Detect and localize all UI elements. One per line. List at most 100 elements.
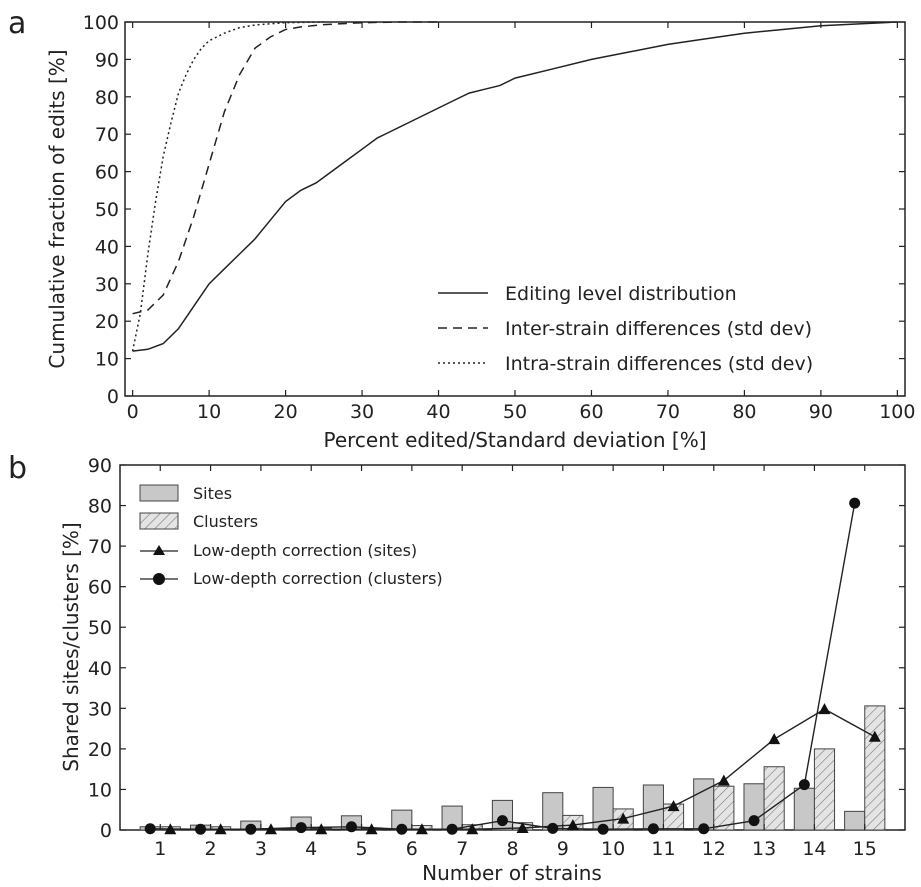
triangle-marker xyxy=(617,812,630,824)
circle-marker xyxy=(597,823,609,835)
y-tick-label: 100 xyxy=(83,12,119,34)
circle-marker xyxy=(245,823,257,835)
legend-label-low-depth-sites: Low-depth correction (sites) xyxy=(193,541,417,560)
circle-marker xyxy=(849,497,861,509)
triangle-marker xyxy=(365,823,378,835)
panel-b-xlabel: Number of strains xyxy=(422,861,602,885)
circle-marker xyxy=(647,823,659,835)
y-tick-label: 80 xyxy=(88,496,112,518)
x-tick-label: 6 xyxy=(406,838,418,860)
x-tick-label: 70 xyxy=(656,401,680,423)
y-tick-label: 60 xyxy=(95,162,119,184)
triangle-marker xyxy=(516,821,529,833)
x-tick-label: 20 xyxy=(273,401,297,423)
circle-marker xyxy=(798,779,810,791)
triangle-marker xyxy=(667,800,680,812)
x-tick-label: 3 xyxy=(255,838,267,860)
legend-label-low-depth-clusters: Low-depth correction (clusters) xyxy=(193,569,443,588)
circle-marker xyxy=(446,823,458,835)
triangle-marker xyxy=(264,823,277,835)
x-tick-label: 90 xyxy=(809,401,833,423)
y-tick-label: 80 xyxy=(95,87,119,109)
x-tick-label: 9 xyxy=(557,838,569,860)
legend-circle-marker xyxy=(153,573,165,585)
x-tick-label: 7 xyxy=(456,838,468,860)
clusters-bar xyxy=(763,766,785,831)
y-tick-label: 50 xyxy=(88,617,112,639)
clusters-bar xyxy=(713,785,735,831)
panel-b-legend: Sites Clusters Low-depth correction (sit… xyxy=(139,484,443,588)
y-tick-label: 90 xyxy=(88,455,112,477)
x-tick-label: 50 xyxy=(503,401,527,423)
x-tick-label: 2 xyxy=(205,838,217,860)
editing-level-line xyxy=(132,21,898,352)
x-tick-label: 40 xyxy=(426,401,450,423)
y-tick-label: 40 xyxy=(88,658,112,680)
legend-label-intra-strain: Intra-strain differences (std dev) xyxy=(505,353,813,375)
x-tick-label: 10 xyxy=(601,838,625,860)
x-tick-label: 11 xyxy=(651,838,675,860)
triangle-marker xyxy=(768,733,781,745)
panel-a-xlabel: Percent edited/Standard deviation [%] xyxy=(323,428,706,452)
x-tick-label: 60 xyxy=(579,401,603,423)
triangle-marker xyxy=(818,703,831,715)
y-tick-label: 20 xyxy=(88,739,112,761)
x-tick-label: 8 xyxy=(506,838,518,860)
x-tick-label: 30 xyxy=(350,401,374,423)
circle-marker xyxy=(496,815,508,827)
x-tick-label: 5 xyxy=(355,838,367,860)
circle-marker xyxy=(748,815,760,827)
panel-a-legend: Editing level distribution Inter-strain … xyxy=(438,283,813,375)
y-tick-label: 40 xyxy=(95,236,119,258)
legend-triangle-marker xyxy=(153,545,165,555)
y-tick-label: 20 xyxy=(95,311,119,333)
y-tick-label: 90 xyxy=(95,49,119,71)
circle-marker xyxy=(295,822,307,834)
x-tick-label: 80 xyxy=(732,401,756,423)
x-tick-label: 12 xyxy=(702,838,726,860)
y-tick-label: 70 xyxy=(88,536,112,558)
panel-a-label: a xyxy=(8,6,26,41)
sites-bar xyxy=(592,786,614,831)
y-tick-label: 30 xyxy=(88,698,112,720)
y-tick-label: 0 xyxy=(100,820,112,842)
triangle-marker xyxy=(868,730,881,742)
x-tick-label: 100 xyxy=(879,401,915,423)
clusters-bar xyxy=(813,748,836,831)
panel-b-ylabel: Shared sites/clusters [%] xyxy=(59,522,83,771)
sites-bar xyxy=(844,810,866,831)
y-tick-label: 0 xyxy=(107,386,119,408)
triangle-marker xyxy=(415,823,428,835)
inter-strain-line xyxy=(132,21,439,315)
legend-label-clusters: Clusters xyxy=(193,512,258,531)
x-tick-label: 0 xyxy=(127,401,139,423)
circle-marker xyxy=(547,822,559,834)
triangle-marker xyxy=(315,823,328,835)
legend-label-inter-strain: Inter-strain differences (std dev) xyxy=(505,318,812,340)
legend-swatch-sites xyxy=(139,484,179,502)
circle-marker xyxy=(195,823,207,835)
triangle-marker xyxy=(164,823,177,835)
triangle-marker xyxy=(214,823,227,835)
circle-marker xyxy=(144,823,156,835)
y-tick-label: 70 xyxy=(95,124,119,146)
panel-b-label: b xyxy=(8,451,27,486)
sites-bar xyxy=(793,787,815,831)
panel-a-ylabel: Cumulative fraction of edits [%] xyxy=(45,49,69,368)
triangle-marker xyxy=(566,819,579,831)
circle-marker xyxy=(396,823,408,835)
legend-label-sites: Sites xyxy=(193,484,232,503)
y-tick-label: 10 xyxy=(95,349,119,371)
legend-swatch-clusters xyxy=(139,512,179,530)
y-tick-label: 50 xyxy=(95,199,119,221)
x-tick-label: 10 xyxy=(197,401,221,423)
x-tick-label: 15 xyxy=(853,838,877,860)
x-tick-label: 13 xyxy=(752,838,776,860)
y-tick-label: 60 xyxy=(88,577,112,599)
y-tick-label: 30 xyxy=(95,274,119,296)
clusters-bar xyxy=(864,705,886,831)
x-tick-label: 4 xyxy=(305,838,317,860)
circle-marker xyxy=(698,823,710,835)
circle-marker xyxy=(345,821,357,833)
